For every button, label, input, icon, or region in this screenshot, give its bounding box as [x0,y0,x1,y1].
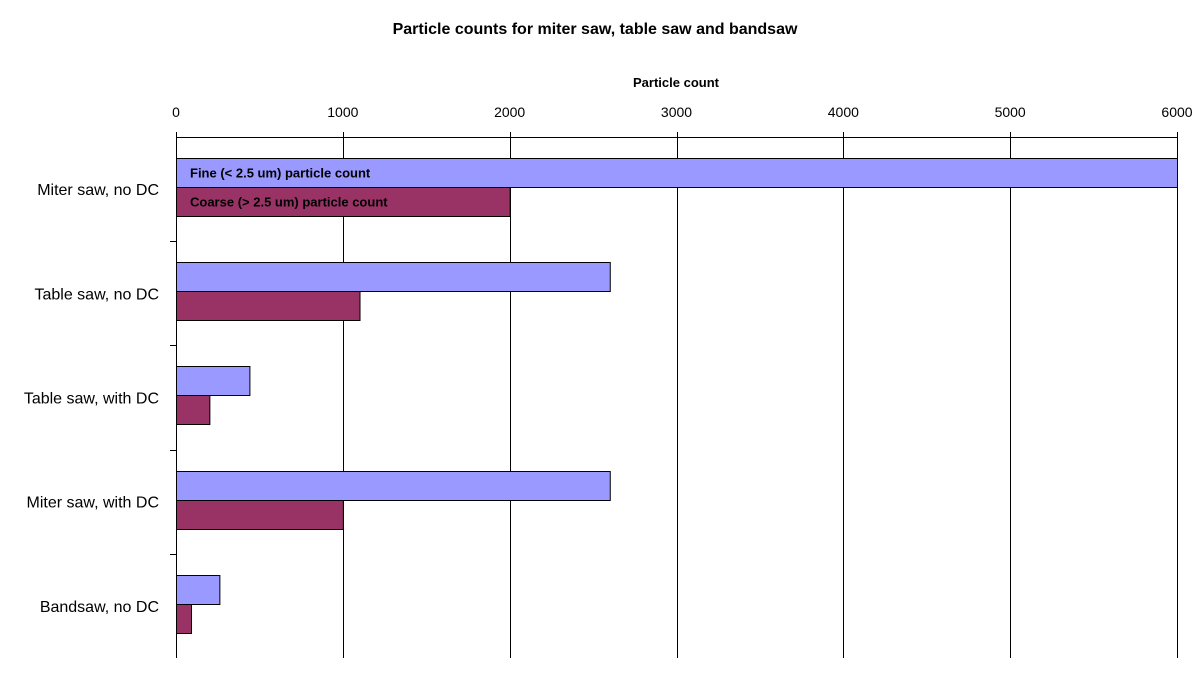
category-label: Bandsaw, no DC [40,599,159,616]
series-label-coarse: Coarse (> 2.5 um) particle count [190,195,388,210]
gridlines [343,137,1178,658]
bar-fine-3 [176,471,611,501]
series-label-fine: Fine (< 2.5 um) particle count [190,166,371,181]
bars: Fine (< 2.5 um) particle count Coarse (> … [176,158,1178,634]
bar-fine-1 [176,262,611,292]
axes: 0 1000 2000 3000 4000 5000 6000 Miter saw, no D… [24,104,1193,658]
category-label: Table saw, with DC [24,391,159,408]
category-label: Miter saw, no DC [37,182,159,199]
x-tick-label: 5000 [995,104,1026,120]
chart-title: Particle counts for miter saw, table saw… [393,21,798,38]
x-tick-label: 2000 [494,104,525,120]
bar-coarse-4 [176,604,193,634]
bar-fine-2 [176,366,251,396]
x-axis-title: Particle count [633,75,720,90]
x-tick-label: 1000 [327,104,358,120]
x-tick-label: 0 [172,104,180,120]
x-tick-label: 6000 [1161,104,1192,120]
category-label: Table saw, no DC [34,286,159,303]
bar-coarse-1 [176,291,361,321]
bar-fine-4 [176,575,221,605]
category-label: Miter saw, with DC [27,495,159,512]
bar-coarse-3 [176,500,344,530]
bar-coarse-2 [176,395,211,425]
bar-fine-0 [176,158,1178,188]
x-tick-label: 3000 [661,104,692,120]
x-tick-label: 4000 [828,104,859,120]
